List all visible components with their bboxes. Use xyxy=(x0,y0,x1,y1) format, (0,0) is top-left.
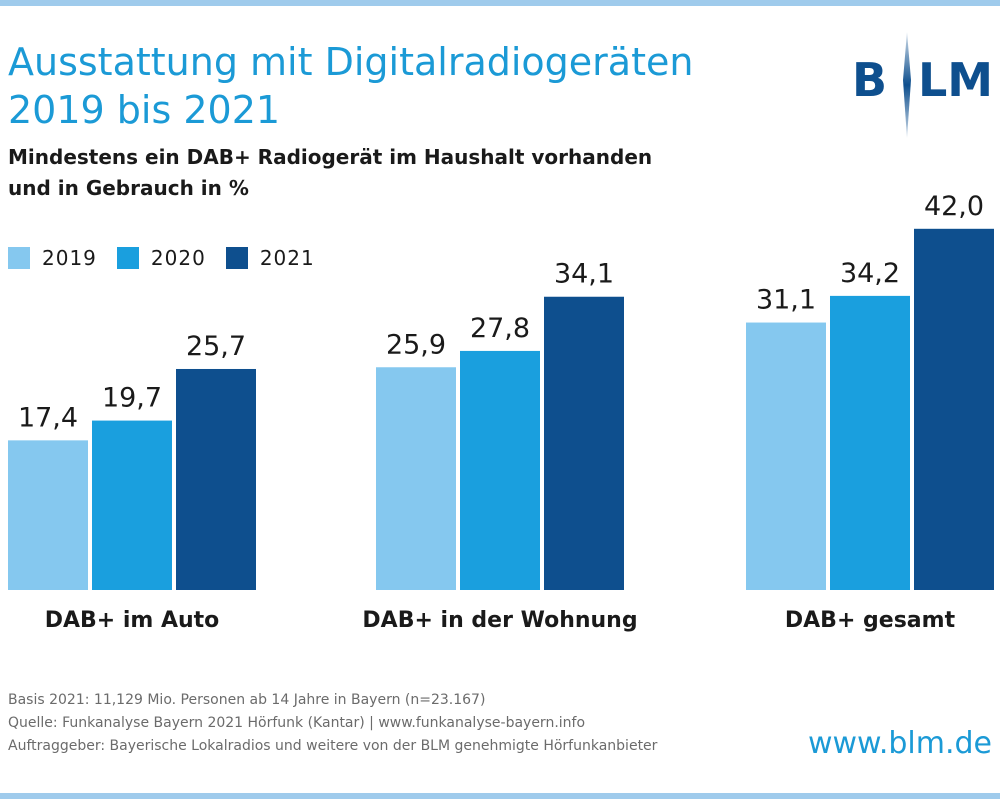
legend-item-2019: 2019 xyxy=(8,246,97,270)
chart-legend: 2019 2020 2021 xyxy=(8,244,335,272)
legend-swatch-2020 xyxy=(116,247,139,269)
data-label-2021-group-3: 42,0 xyxy=(924,191,984,222)
footer-source: Quelle: Funkanalyse Bayern 2021 Hörfunk … xyxy=(8,715,586,731)
category-label-3: DAB+ gesamt xyxy=(785,608,956,633)
data-label-2020-group-1: 19,7 xyxy=(102,383,162,414)
category-label-2: DAB+ in der Wohnung xyxy=(362,608,637,633)
legend-swatch-2021 xyxy=(225,247,248,269)
legend-item-2020: 2020 xyxy=(116,246,206,270)
top-rule xyxy=(0,0,1000,6)
footer-basis: Basis 2021: 11,129 Mio. Personen ab 14 J… xyxy=(8,692,486,708)
website-link[interactable]: www.blm.de xyxy=(807,726,992,761)
bar-chart: 17,4 19,7 25,7 DAB+ im Auto 25,9 27,8 34,1 DAB+… xyxy=(8,191,994,633)
data-label-2019-group-1: 17,4 xyxy=(18,402,78,433)
legend-label-2019: 2019 xyxy=(42,246,97,270)
footer-client: Auftraggeber: Bayerische Lokalradios und… xyxy=(8,738,658,754)
bar-2019-group-3 xyxy=(746,322,826,590)
bar-2019-group-1 xyxy=(8,440,88,590)
bar-2019-group-2 xyxy=(376,367,456,590)
bottom-rule xyxy=(0,793,1000,799)
data-label-2019-group-3: 31,1 xyxy=(756,285,816,316)
bar-2021-group-2 xyxy=(544,296,624,590)
legend-label-2020: 2020 xyxy=(150,246,206,270)
data-label-2021-group-2: 34,1 xyxy=(554,259,614,290)
title-line-1: Ausstattung mit Digitalradiogeräten xyxy=(8,40,694,84)
page-title: Ausstattung mit Digitalradiogeräten 2019… xyxy=(8,38,768,134)
subtitle-line-2: und in Gebrauch in % xyxy=(8,176,249,200)
legend-item-2021: 2021 xyxy=(225,246,315,270)
bar-2020-group-1 xyxy=(92,420,172,590)
svg-text:LM: LM xyxy=(918,53,993,107)
bar-2020-group-2 xyxy=(460,350,540,590)
bar-2020-group-3 xyxy=(830,295,910,590)
data-label-2021-group-1: 25,7 xyxy=(186,331,246,362)
data-label-2019-group-2: 25,9 xyxy=(386,329,446,360)
chart-subtitle: Mindestens ein DAB+ Radiogerät im Hausha… xyxy=(8,142,768,204)
legend-swatch-2019 xyxy=(8,247,30,269)
category-label-1: DAB+ im Auto xyxy=(45,608,220,633)
data-label-2020-group-3: 34,2 xyxy=(840,258,900,289)
chart-footer: Basis 2021: 11,129 Mio. Personen ab 14 J… xyxy=(8,689,657,758)
svg-text:B: B xyxy=(852,53,887,107)
bar-2021-group-1 xyxy=(176,368,256,590)
legend-label-2021: 2021 xyxy=(259,246,315,270)
blm-logo: B LM xyxy=(852,32,993,138)
title-line-2: 2019 bis 2021 xyxy=(8,88,281,132)
data-label-2020-group-2: 27,8 xyxy=(470,313,530,344)
bar-2021-group-3 xyxy=(914,228,994,591)
subtitle-line-1: Mindestens ein DAB+ Radiogerät im Hausha… xyxy=(8,145,653,169)
